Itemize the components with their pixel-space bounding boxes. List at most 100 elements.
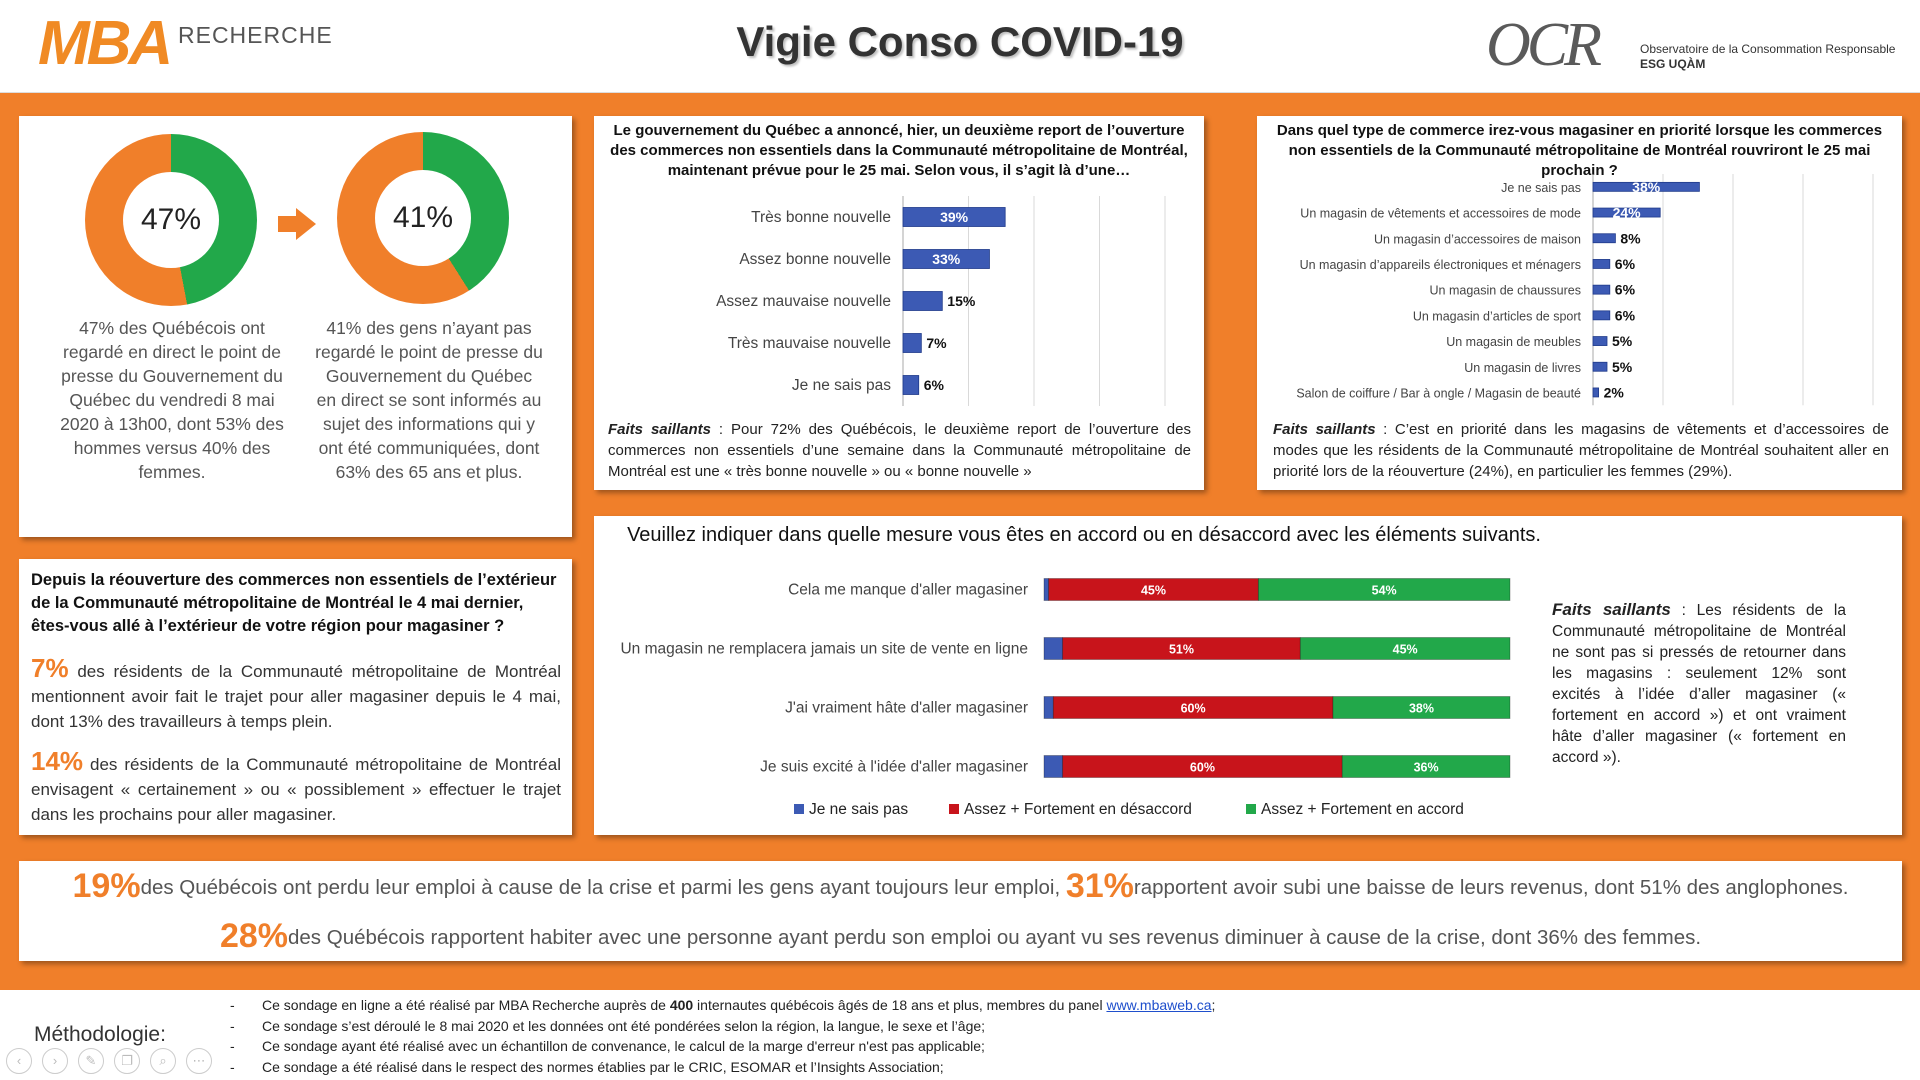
more-icon[interactable]: ⋯ <box>186 1048 212 1074</box>
data-label: 39% <box>940 209 969 225</box>
data-label: 24% <box>1613 205 1642 221</box>
data-label: 51% <box>1169 643 1194 657</box>
data-label: 15% <box>947 293 976 309</box>
category-label: Je suis excité à l'idée d'aller magasine… <box>760 759 1028 776</box>
stat-value: 31% <box>1065 867 1134 905</box>
employment-stat-line-1: 19%des Québécois ont perdu leur emploi à… <box>19 867 1902 906</box>
mbaweb-link[interactable]: www.mbaweb.ca <box>1106 997 1212 1013</box>
legend-swatch <box>794 804 804 814</box>
methodology-item: - Ce sondage en ligne a été réalisé par M… <box>230 997 1216 1013</box>
category-label: Un magasin ne remplacera jamais un site … <box>620 641 1028 658</box>
highlights-text: : Pour 72% des Québécois, le deuxième re… <box>608 421 1191 480</box>
data-label: 6% <box>1615 307 1636 323</box>
stat-value: 7% <box>31 653 69 683</box>
travel-stat-1: 7% des résidents de la Communauté métrop… <box>31 653 561 734</box>
bar <box>902 375 920 395</box>
stat-value: 28% <box>219 917 288 955</box>
copy-icon[interactable]: ❐ <box>114 1048 140 1074</box>
highlights-label: Faits saillants <box>1552 600 1671 619</box>
legend-swatch <box>949 804 959 814</box>
legend-label: Assez + Fortement en accord <box>1261 801 1464 818</box>
donut-center: 47% <box>123 172 219 268</box>
data-label: 45% <box>1141 584 1166 598</box>
category-label: Un magasin d’accessoires de maison <box>1374 232 1581 246</box>
ocr-logo-text: OCR <box>1486 11 1602 79</box>
stat-value: 14% <box>31 746 84 776</box>
highlights-label: Faits saillants <box>608 421 711 438</box>
zoom-icon[interactable]: ⌕ <box>150 1048 176 1074</box>
category-label: Un magasin de meubles <box>1446 335 1581 349</box>
highlights-text: : Les résidents de la Communauté métropo… <box>1552 602 1846 766</box>
data-label: 45% <box>1393 643 1418 657</box>
stat-value: 19% <box>72 867 141 905</box>
bar <box>1592 181 1700 192</box>
donut-label: 41% <box>392 201 454 234</box>
bar <box>902 291 943 311</box>
header: MBA RECHERCHE Vigie Conso COVID-19 OCR O… <box>0 0 1920 93</box>
bar <box>1592 284 1611 295</box>
travel-question: Depuis la réouverture des commerces non … <box>31 571 557 635</box>
ocr-logo: OCR Observatoire de la Consommation Resp… <box>1486 10 1906 80</box>
data-label: 2% <box>1604 384 1625 400</box>
commerce-type-panel: Dans quel type de commerce irez-vous mag… <box>1257 116 1902 490</box>
commerce-type-question: Dans quel type de commerce irez-vous mag… <box>1276 122 1883 179</box>
bar <box>1592 336 1608 346</box>
legend-label: Je ne sais pas <box>809 801 908 818</box>
bar <box>902 207 1006 227</box>
bar <box>1592 207 1661 218</box>
stacked-bar-segment <box>1341 755 1511 778</box>
category-label: Un magasin d’appareils électroniques et … <box>1300 258 1581 272</box>
stacked-bar-segment <box>1257 578 1511 601</box>
category-label: J'ai vraiment hâte d'aller magasiner <box>785 700 1028 717</box>
methodology-footer: Méthodologie: - Ce sondage en ligne a été… <box>0 990 1920 1080</box>
stat-text: des Québécois ont perdu leur emploi à ca… <box>140 876 1061 899</box>
announcement-highlights: Faits saillants : Pour 72% des Québécois… <box>608 419 1191 482</box>
data-label: 60% <box>1190 761 1215 775</box>
stacked-bar-segment <box>1043 755 1064 778</box>
donut-label: 47% <box>140 203 202 236</box>
bar <box>1592 233 1616 244</box>
legend-swatch <box>1246 804 1256 814</box>
ocr-logo-line1: Observatoire de la Consommation Responsa… <box>1640 42 1896 56</box>
bar <box>1592 259 1611 269</box>
employment-stat-line-2: 28%des Québécois rapportent habiter avec… <box>19 917 1902 956</box>
category-label: Très bonne nouvelle <box>751 209 891 226</box>
data-label: 36% <box>1414 761 1439 775</box>
category-label: Assez bonne nouvelle <box>739 251 891 268</box>
bar <box>902 333 922 353</box>
agreement-question: Veuillez indiquer dans quelle mesure vou… <box>627 524 1541 546</box>
data-label: 7% <box>926 335 947 351</box>
category-label: Salon de coiffure / Bar à ongle / Magasi… <box>1296 386 1581 400</box>
data-label: 5% <box>1612 333 1633 349</box>
stacked-bar-segment <box>1043 696 1054 719</box>
methodology-item: - Ce sondage ayant été réalisé avec un éc… <box>230 1038 985 1054</box>
donut-description: 41% des gens n’ayant pas regardé le poin… <box>315 318 543 482</box>
back-icon[interactable]: ‹ <box>6 1048 32 1074</box>
forward-icon[interactable]: › <box>42 1048 68 1074</box>
commerce-highlights: Faits saillants : C’est en priorité dans… <box>1273 419 1889 482</box>
data-label: 33% <box>932 251 961 267</box>
donut-chart-informed: 41% <box>337 132 509 304</box>
announcement-bar-chart: Très bonne nouvelle 39% Assez bonne nouvel… <box>716 196 1166 406</box>
stat-text: des résidents de la Communauté métropoli… <box>31 755 561 824</box>
travel-stat-2: 14% des résidents de la Communauté métro… <box>31 746 561 827</box>
donut-description: 47% des Québécois ont regardé en direct … <box>60 318 284 482</box>
data-label: 6% <box>1615 256 1636 272</box>
donut-center: 41% <box>375 170 471 266</box>
stacked-bar-segment <box>1299 637 1511 660</box>
stat-text: rapportent avoir subi une baisse de leur… <box>1133 876 1849 899</box>
legend-label: Assez + Fortement en désaccord <box>964 801 1192 818</box>
travel-panel: Depuis la réouverture des commerces non … <box>19 559 572 835</box>
employment-stats-panel: 19%des Québécois ont perdu leur emploi à… <box>19 861 1902 961</box>
data-label: 54% <box>1372 584 1397 598</box>
methodology-item: - Ce sondage a été réalisé dans le respec… <box>230 1058 944 1075</box>
data-label: 38% <box>1409 702 1434 716</box>
pen-icon[interactable]: ✎ <box>78 1048 104 1074</box>
bar <box>1592 310 1611 321</box>
stat-text: des résidents de la Communauté métropoli… <box>31 662 561 731</box>
methodology-label: Méthodologie: <box>34 1023 166 1046</box>
data-label: 60% <box>1181 702 1206 716</box>
category-label: Un magasin de livres <box>1464 361 1581 375</box>
data-label: 6% <box>924 377 945 393</box>
commerce-type-bar-chart: Je ne sais pas 38% Un magasin de vêtements… <box>1296 174 1874 406</box>
